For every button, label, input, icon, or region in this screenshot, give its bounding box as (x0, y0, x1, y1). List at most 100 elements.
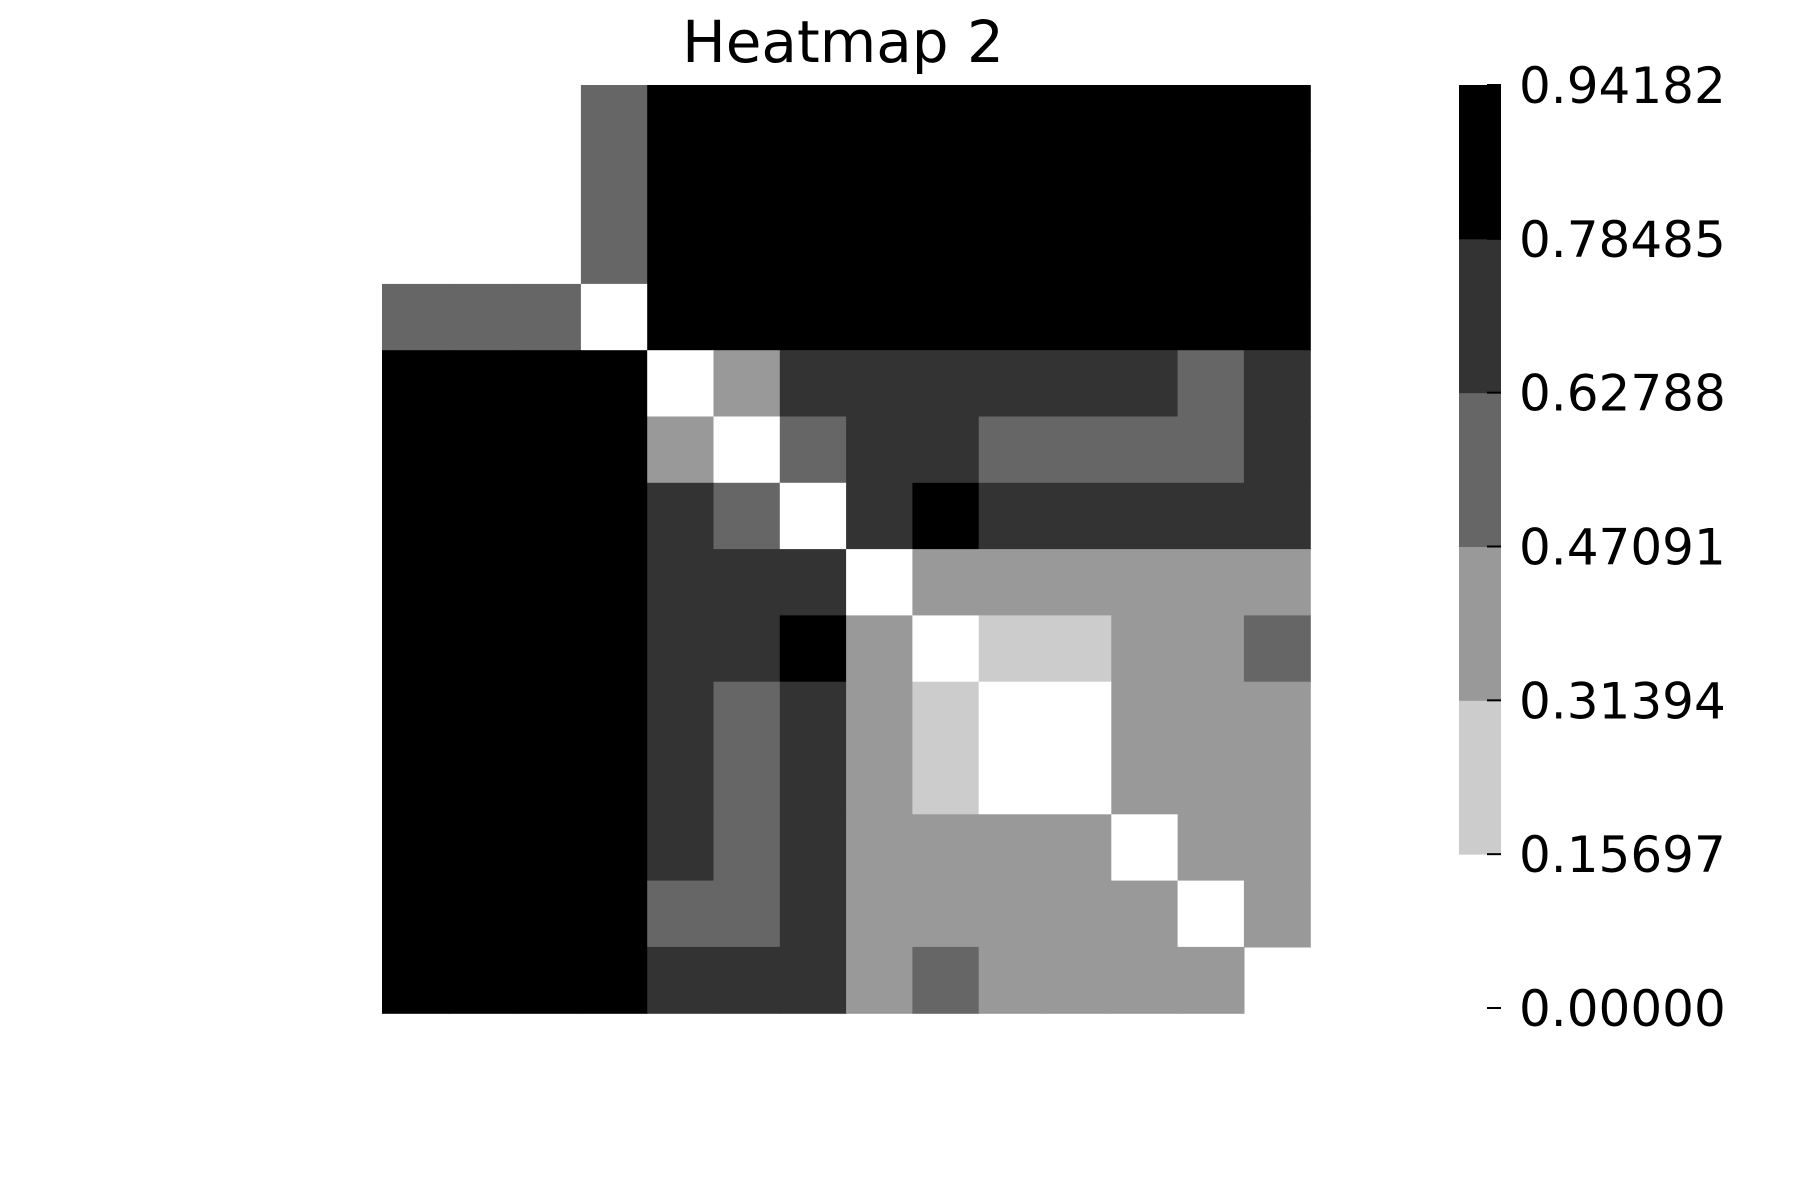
heatmap-cell (978, 217, 1046, 285)
heatmap-cell (978, 416, 1046, 484)
heatmap-cell (846, 880, 913, 948)
heatmap-cell (846, 350, 913, 418)
heatmap-cell (382, 350, 449, 418)
heatmap-cell (514, 283, 582, 351)
heatmap-cell (1111, 748, 1179, 815)
heatmap-cell (1177, 151, 1245, 219)
heatmap-cell (978, 151, 1046, 219)
heatmap-cell (647, 482, 715, 550)
heatmap-cell (779, 482, 847, 550)
colorbar-tick-label: 0.31394 (1519, 672, 1726, 730)
heatmap-cell (382, 615, 449, 683)
heatmap-cell (1045, 748, 1112, 815)
heatmap-cell (382, 814, 449, 882)
heatmap-cell (1045, 880, 1112, 948)
heatmap-cell (846, 283, 913, 351)
heatmap-cell (912, 416, 980, 484)
colorbar-tick-label: 0.94182 (1519, 57, 1726, 115)
heatmap-cell (978, 814, 1046, 882)
heatmap-cell (580, 283, 648, 351)
heatmap-cell (382, 549, 449, 616)
heatmap-cell (1045, 85, 1112, 152)
heatmap-cell (912, 880, 980, 948)
heatmap-cell (1111, 283, 1179, 351)
heatmap-cell (382, 283, 449, 351)
heatmap-cell (448, 748, 516, 815)
heatmap-cell (580, 416, 648, 484)
heatmap-cell (713, 151, 781, 219)
heatmap-cell (448, 350, 516, 418)
heatmap-cell (448, 814, 516, 882)
colorbar-tick-label: 0.47091 (1519, 519, 1726, 577)
heatmap-cell (647, 615, 715, 683)
heatmap-cell (647, 217, 715, 285)
heatmap-cell (580, 615, 648, 683)
heatmap-cell (1111, 814, 1179, 882)
heatmap-cell (580, 151, 648, 219)
heatmap-cell (713, 350, 781, 418)
heatmap-cell (1177, 681, 1245, 749)
heatmap-cell (514, 748, 582, 815)
heatmap-cell (1177, 748, 1245, 815)
colorbar-tick-label: 0.62788 (1519, 365, 1726, 423)
heatmap-cell (1177, 814, 1245, 882)
heatmap-cell (448, 549, 516, 616)
heatmap-cell (448, 615, 516, 683)
heatmap-grid (382, 85, 1311, 1014)
heatmap-cell (846, 946, 913, 1014)
heatmap-cell (1177, 350, 1245, 418)
heatmap-cell (1177, 85, 1245, 152)
heatmap-cell (978, 946, 1046, 1014)
heatmap-cell (912, 946, 980, 1014)
heatmap-cell (647, 681, 715, 749)
heatmap-cell (978, 482, 1046, 550)
heatmap-cell (912, 283, 980, 351)
heatmap-cell (912, 350, 980, 418)
heatmap-cell (978, 615, 1046, 683)
heatmap-cell (1111, 482, 1179, 550)
heatmap-cell (1243, 217, 1311, 285)
heatmap-cell (514, 880, 582, 948)
heatmap-cell (978, 549, 1046, 616)
heatmap-cell (647, 283, 715, 351)
heatmap-cell (647, 350, 715, 418)
heatmap-cell (580, 681, 648, 749)
colorbar-tick-label: 0.78485 (1519, 211, 1726, 269)
heatmap-cell (580, 85, 648, 152)
chart-title: Heatmap 2 (682, 8, 1004, 76)
heatmap-cell (846, 748, 913, 815)
heatmap-cell (514, 350, 582, 418)
heatmap-cell (1243, 283, 1311, 351)
heatmap-cell (912, 748, 980, 815)
heatmap-cell (1111, 615, 1179, 683)
heatmap-cell (779, 946, 847, 1014)
heatmap-cell (846, 814, 913, 882)
heatmap-cell (1045, 151, 1112, 219)
heatmap-cell (448, 416, 516, 484)
heatmap-cell (779, 549, 847, 616)
heatmap-cell (580, 350, 648, 418)
heatmap-cell (1111, 946, 1179, 1014)
heatmap-cell (1045, 615, 1112, 683)
heatmap-cell (912, 681, 980, 749)
heatmap-cell (978, 681, 1046, 749)
colorbar-bin (1459, 238, 1501, 394)
heatmap-cell (580, 482, 648, 550)
heatmap-cell (1243, 151, 1311, 219)
heatmap-cell (1111, 217, 1179, 285)
heatmap-cell (382, 681, 449, 749)
colorbar-bin (1459, 85, 1501, 240)
heatmap-cell (448, 880, 516, 948)
heatmap-cell (514, 946, 582, 1014)
heatmap-cell (1243, 416, 1311, 484)
heatmap-cell (779, 681, 847, 749)
heatmap-cell (1243, 350, 1311, 418)
heatmap-cell (713, 615, 781, 683)
heatmap-cell (779, 615, 847, 683)
heatmap-cell (1177, 217, 1245, 285)
heatmap-cell (1111, 350, 1179, 418)
heatmap-cell (1111, 85, 1179, 152)
heatmap-cell (1243, 814, 1311, 882)
heatmap-cell (779, 748, 847, 815)
